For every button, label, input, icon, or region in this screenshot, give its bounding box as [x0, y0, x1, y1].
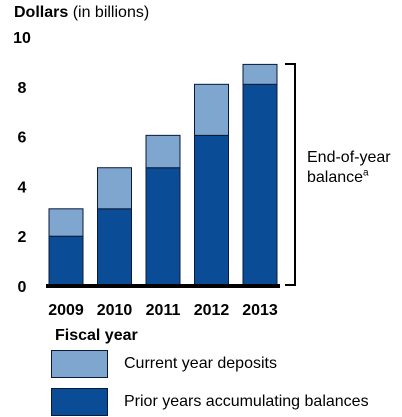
bar-prior-years-2011 — [145, 167, 181, 287]
y-tick-label: 2 — [18, 229, 27, 246]
y-tick-labels: 0 2 4 6 8 10 — [13, 30, 31, 296]
y-tick-label: 4 — [18, 179, 27, 196]
legend-item-prior-years-balances: Prior years accumulating balances — [51, 387, 369, 417]
bar-current-year-2009 — [48, 208, 84, 237]
x-axis-title: Fiscal year — [55, 327, 138, 344]
legend-swatch-prior-years — [51, 388, 108, 416]
y-tick-label: 6 — [18, 130, 27, 147]
bar-current-year-2010 — [97, 167, 132, 210]
y-axis-title-bold: Dollars — [14, 4, 69, 21]
annotation-text: End-of-year balance — [307, 149, 391, 186]
y-tick-label: 0 — [18, 279, 27, 296]
annotation-superscript: a — [363, 167, 369, 179]
y-axis-title: Dollars (in billions) — [14, 4, 149, 22]
x-tick-label-2013: 2013 — [242, 302, 278, 319]
y-tick-label: 10 — [13, 30, 31, 47]
x-tick-label-2010: 2010 — [97, 302, 133, 319]
x-tick-label-2012: 2012 — [194, 302, 230, 319]
y-tick-label: 8 — [18, 80, 27, 97]
bar-current-year-2012 — [194, 83, 229, 136]
legend-item-current-year-deposits: Current year deposits — [51, 349, 277, 379]
legend-label-prior-years: Prior years accumulating balances — [124, 393, 369, 410]
x-tick-labels: 2009 2010 2011 2012 2013 — [48, 302, 278, 319]
legend-label-current-year: Current year deposits — [124, 355, 277, 372]
bar-prior-years-2013 — [242, 83, 278, 287]
x-tick-label-2011: 2011 — [146, 302, 181, 319]
bar-prior-years-2009 — [48, 235, 84, 287]
bar-prior-years-2012 — [194, 134, 229, 287]
legend-swatch-current-year — [51, 350, 108, 378]
end-of-year-balance-label: End-of-year balancea — [307, 148, 402, 188]
bar-current-year-2013 — [242, 63, 278, 85]
bar-current-year-2011 — [145, 134, 181, 169]
stacked-bar-chart: 0 2 4 6 8 10 2009 2010 2011 2012 2013 — [13, 30, 296, 319]
y-axis-title-unit: (in billions) — [68, 4, 150, 21]
bar-prior-years-2010 — [97, 208, 132, 287]
x-tick-label-2009: 2009 — [48, 302, 84, 319]
balance-bracket — [285, 63, 296, 286]
bars — [48, 63, 278, 287]
